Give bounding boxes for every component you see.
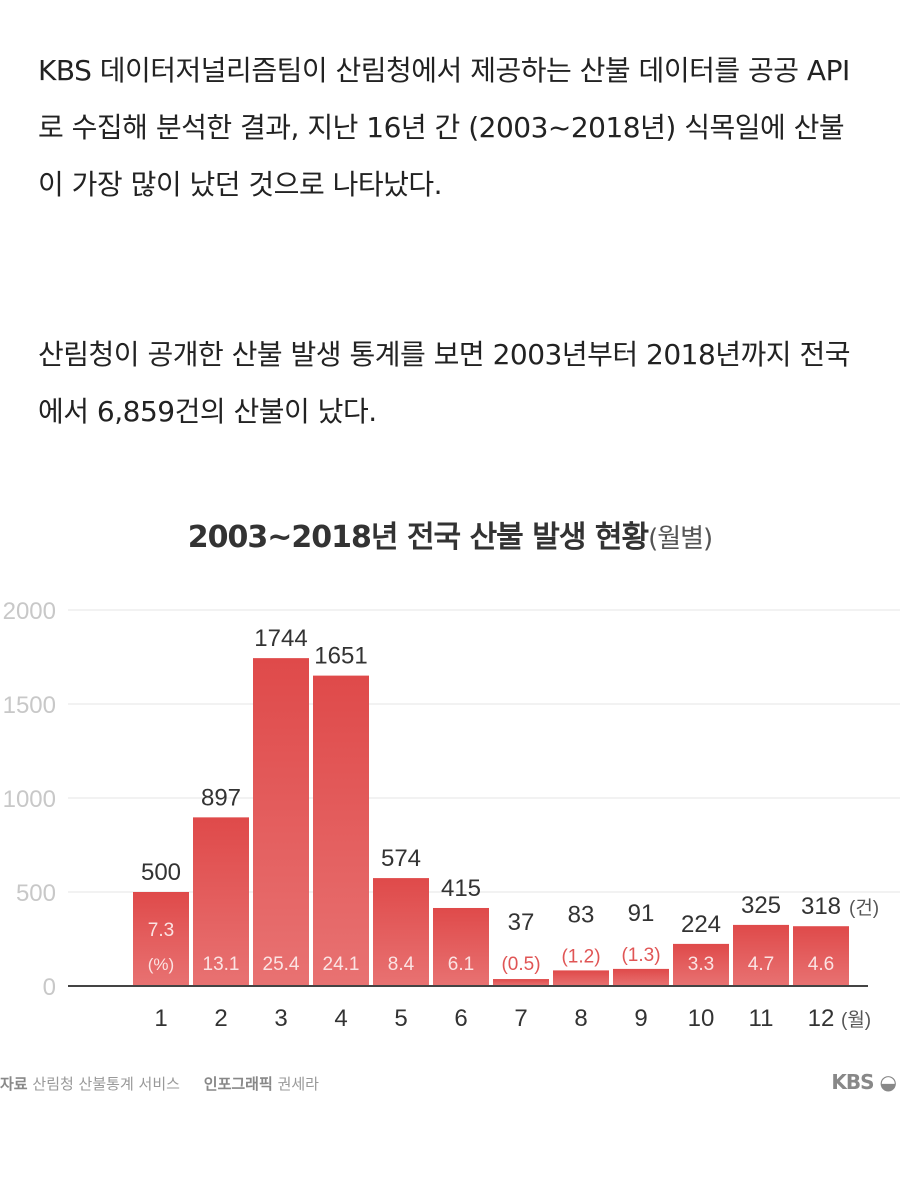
- bar-month-4: [313, 675, 369, 986]
- x-tick-label: 2: [214, 1005, 227, 1032]
- bar-month-2: [193, 817, 249, 986]
- bar-chart: 05001000150020005007.3189713.12174425.43…: [3, 598, 900, 1032]
- value-label: 1651: [314, 643, 367, 670]
- bar-month-7: [493, 979, 549, 986]
- x-tick-label: 9: [634, 1005, 647, 1032]
- value-label: 897: [201, 784, 241, 811]
- percent-label: 13.1: [203, 954, 240, 975]
- x-tick-label: 12: [808, 1005, 835, 1032]
- percent-label: 4.6: [808, 954, 834, 975]
- y-tick-label: 1500: [3, 692, 56, 719]
- kbs-logo-text: KBS: [831, 1070, 874, 1094]
- value-label: 574: [381, 845, 421, 872]
- bar-month-6: [433, 907, 489, 986]
- percent-label: 8.4: [388, 954, 415, 975]
- percent-label: 3.3: [688, 954, 714, 975]
- value-label: 1744: [254, 625, 307, 652]
- percent-label: 6.1: [448, 954, 474, 975]
- x-tick-label: 10: [688, 1005, 715, 1032]
- source-label: 자료: [0, 1075, 28, 1093]
- y-tick-label: 0: [43, 974, 56, 1001]
- kbs-logo-icon: ◒: [879, 1070, 897, 1094]
- percent-label: 25.4: [263, 954, 300, 975]
- value-label: 325: [741, 892, 781, 919]
- value-label: 91: [628, 900, 655, 927]
- credit-label: 인포그래픽: [203, 1075, 273, 1093]
- y-tick-label: 500: [16, 880, 56, 907]
- value-label: 37: [508, 909, 535, 936]
- bar-month-9: [613, 968, 669, 986]
- value-label: 318: [801, 893, 841, 920]
- percent-label: (0.5): [501, 954, 540, 975]
- article-paragraph-1: KBS 데이터저널리즘팀이 산림청에서 제공하는 산불 데이터를 공공 API로…: [38, 54, 850, 201]
- value-label: 224: [681, 911, 721, 938]
- percent-label: 24.1: [323, 954, 360, 975]
- x-tick-label: 3: [274, 1005, 287, 1032]
- percent-unit: (%): [148, 955, 174, 974]
- credit-text: 권세라: [277, 1075, 319, 1093]
- x-tick-label: 4: [334, 1005, 347, 1032]
- value-label: 500: [141, 859, 181, 886]
- source-text: 산림청 산불통계 서비스: [32, 1075, 180, 1093]
- chart-footer: 자료 산림청 산불통계 서비스 인포그래픽 권세라: [0, 1073, 319, 1094]
- x-unit: (월): [841, 1009, 871, 1031]
- chart-title-main: 2003~2018년 전국 산불 발생 현황: [187, 520, 649, 555]
- bar-month-12: [793, 926, 849, 986]
- x-tick-label: 6: [454, 1005, 467, 1032]
- x-tick-label: 8: [574, 1005, 587, 1032]
- x-tick-label: 5: [394, 1005, 407, 1032]
- percent-label: (1.2): [561, 946, 600, 967]
- bar-month-11: [733, 924, 789, 986]
- bar-month-10: [673, 943, 729, 986]
- bar-month-5: [373, 878, 429, 986]
- percent-label: (1.3): [621, 945, 660, 966]
- kbs-logo: KBS ◒: [831, 1070, 897, 1094]
- x-tick-label: 1: [154, 1005, 167, 1032]
- chart-title-suffix: (월별): [648, 524, 713, 554]
- value-label: 415: [441, 875, 481, 902]
- bar-month-8: [553, 970, 609, 986]
- x-tick-label: 11: [749, 1005, 774, 1032]
- y-tick-label: 1000: [3, 786, 56, 813]
- percent-label: 4.7: [748, 954, 774, 975]
- x-tick-label: 7: [514, 1005, 527, 1032]
- percent-label: 7.3: [148, 920, 174, 941]
- bar-month-3: [253, 658, 309, 986]
- article-paragraph-2: 산림청이 공개한 산불 발생 통계를 보면 2003년부터 2018년까지 전국…: [38, 338, 850, 428]
- value-unit: (건): [849, 897, 879, 919]
- y-tick-label: 2000: [3, 598, 56, 625]
- value-label: 83: [568, 901, 595, 928]
- bar-month-1: [133, 892, 189, 986]
- chart-title: 2003~2018년 전국 산불 발생 현황(월별): [0, 512, 900, 556]
